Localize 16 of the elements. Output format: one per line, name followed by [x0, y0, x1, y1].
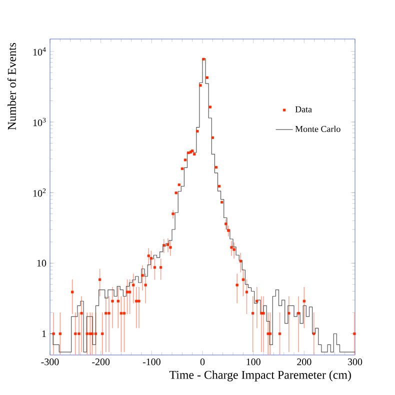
y-tick-label: 10 [37, 260, 46, 267]
y-tick-label: 10$^{2}$ [33, 188, 46, 197]
x-tick-label: 0 [200, 358, 205, 366]
x-tick-label: 200 [297, 358, 312, 366]
x-tick-label: -200 [92, 358, 110, 366]
y-tick-label: 10$^{3}$ [33, 118, 46, 126]
y-tick-label: 10$^{4}$ [33, 47, 46, 56]
legend-label: Data [295, 106, 312, 112]
y-tick-label: 1 [42, 330, 46, 338]
x-axis-title: Time - Charge Impact Paremeter (cm) [169, 370, 351, 382]
legend-label: Monte Carlo [295, 126, 340, 132]
x-tick-label: 300 [348, 358, 362, 366]
x-tick-label: -300 [41, 358, 59, 366]
x-tick-label: -100 [142, 358, 160, 366]
x-tick-label: 100 [246, 358, 260, 366]
y-axis-title: Number of Events [7, 42, 16, 130]
